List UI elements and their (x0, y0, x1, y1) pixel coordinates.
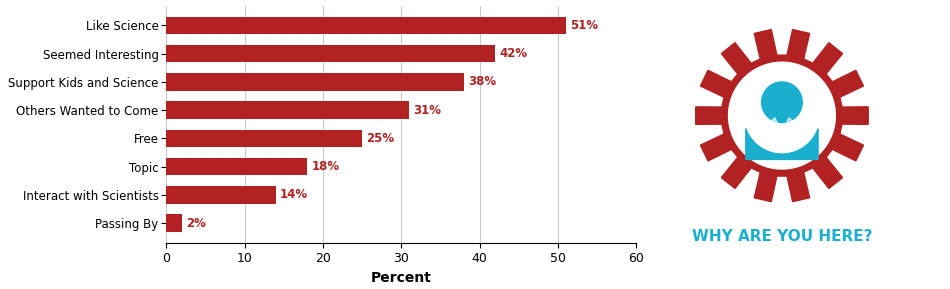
Bar (166, 130, 362, 147)
Bar (166, 214, 181, 232)
Text: 38%: 38% (468, 75, 496, 88)
Bar (166, 186, 276, 204)
Polygon shape (746, 129, 818, 160)
Text: 42%: 42% (500, 47, 527, 60)
Text: 51%: 51% (570, 19, 598, 32)
Bar (166, 73, 464, 91)
Polygon shape (729, 62, 835, 169)
Bar (166, 16, 566, 34)
Text: 25%: 25% (366, 132, 394, 145)
Polygon shape (771, 118, 792, 147)
Bar (166, 158, 307, 175)
Text: 18%: 18% (312, 160, 339, 173)
X-axis label: Percent: Percent (370, 271, 432, 285)
Text: 31%: 31% (413, 104, 441, 117)
Polygon shape (695, 29, 868, 202)
Text: 2%: 2% (186, 217, 206, 230)
Text: 14%: 14% (280, 188, 308, 201)
Polygon shape (762, 82, 802, 123)
Text: WHY ARE YOU HERE?: WHY ARE YOU HERE? (692, 229, 872, 244)
Bar (166, 101, 409, 119)
Bar (166, 45, 495, 62)
